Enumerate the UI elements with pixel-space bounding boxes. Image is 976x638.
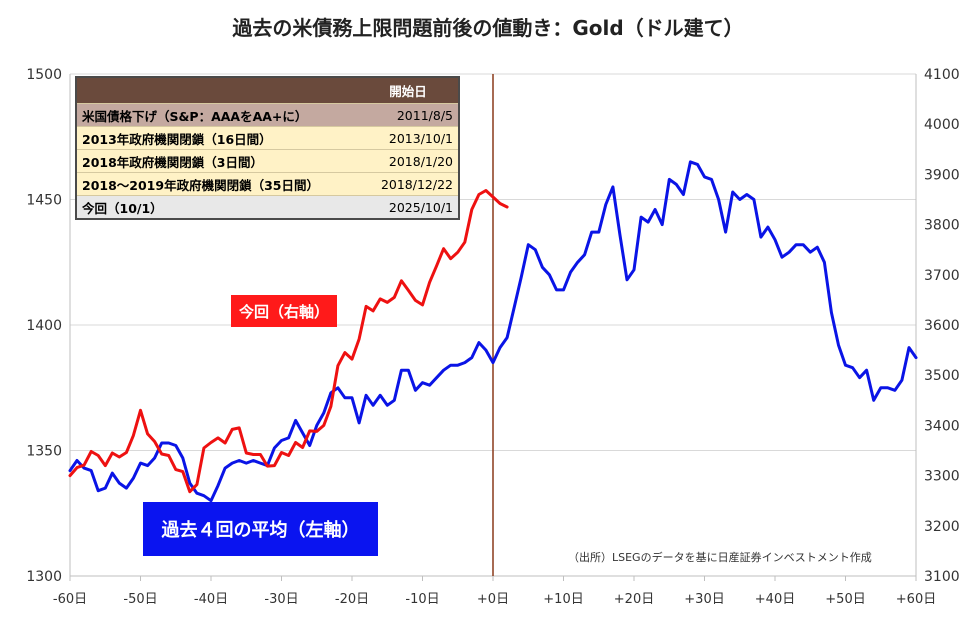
y-left-tick-label: 1400 [26,318,62,334]
legend-row-date: 2013/10/1 [358,126,459,150]
legend-row-label: 米国債格下げ（S&P：AAAをAA+に） [76,103,358,127]
y-right-tick-label: 3500 [924,368,960,384]
y-right-tick-label: 3300 [924,469,960,485]
x-tick-label: +60日 [896,592,936,607]
y-left-tick-label: 1300 [26,569,62,585]
legend-row-date: 2018/12/22 [358,172,459,196]
y-left-tick-label: 1500 [26,67,62,83]
y-left-tick-label: 1350 [26,444,62,460]
x-tick-label: -50日 [123,592,157,607]
x-tick-label: +50日 [825,592,865,607]
x-tick-label: -20日 [335,592,369,607]
y-right-tick-label: 3900 [924,167,960,183]
legend-row: 2018年政府機関閉鎖（3日間） 2018/1/20 [76,149,459,173]
y-right-tick-label: 3200 [924,519,960,535]
current-series-label: 今回（右軸） [231,295,337,327]
x-tick-label: -60日 [53,592,87,607]
x-tick-label: +20日 [614,592,654,607]
x-tick-label: +10日 [543,592,583,607]
legend-row-label: 2018～2019年政府機関閉鎖（35日間） [76,172,358,196]
legend-row: 今回（10/1） 2025/10/1 [76,195,459,220]
y-right-tick-label: 3100 [924,569,960,585]
legend-row: 米国債格下げ（S&P：AAAをAA+に） 2011/8/5 [76,103,459,127]
average-series-label: 過去４回の平均（左軸） [143,502,378,556]
x-tick-label: -30日 [264,592,298,607]
legend-row-label: 2018年政府機関閉鎖（3日間） [76,149,358,173]
x-tick-label: +0日 [477,592,509,607]
legend-header-start-date: 開始日 [358,77,459,104]
legend-row-date: 2025/10/1 [358,195,459,220]
legend-row-label: 2013年政府機関閉鎖（16日間） [76,126,358,150]
legend-row-date: 2018/1/20 [358,149,459,173]
legend-row: 2013年政府機関閉鎖（16日間） 2013/10/1 [76,126,459,150]
y-right-tick-label: 4100 [924,67,960,83]
x-tick-label: -10日 [405,592,439,607]
legend-header-row: 開始日 [76,77,459,104]
legend-row-date: 2011/8/5 [358,103,459,127]
y-right-tick-label: 3700 [924,268,960,284]
event-legend-table: 開始日 米国債格下げ（S&P：AAAをAA+に） 2011/8/5 2013年政… [75,76,460,220]
y-right-tick-label: 3800 [924,218,960,234]
x-tick-label: +30日 [684,592,724,607]
y-right-tick-label: 3400 [924,418,960,434]
y-right-tick-label: 4000 [924,117,960,133]
source-note: （出所）LSEGのデータを基に日産証券インベストメント作成 [568,551,872,564]
x-tick-label: -40日 [194,592,228,607]
average-series-line [68,160,918,503]
legend-row: 2018～2019年政府機関閉鎖（35日間） 2018/12/22 [76,172,459,196]
y-right-tick-label: 3600 [924,318,960,334]
x-tick-label: +40日 [755,592,795,607]
legend-row-label: 今回（10/1） [76,195,358,220]
chart-title: 過去の米債務上限問題前後の値動き：Gold（ドル建て） [232,16,744,40]
y-left-tick-label: 1450 [26,193,62,209]
current-series-line [68,189,509,494]
